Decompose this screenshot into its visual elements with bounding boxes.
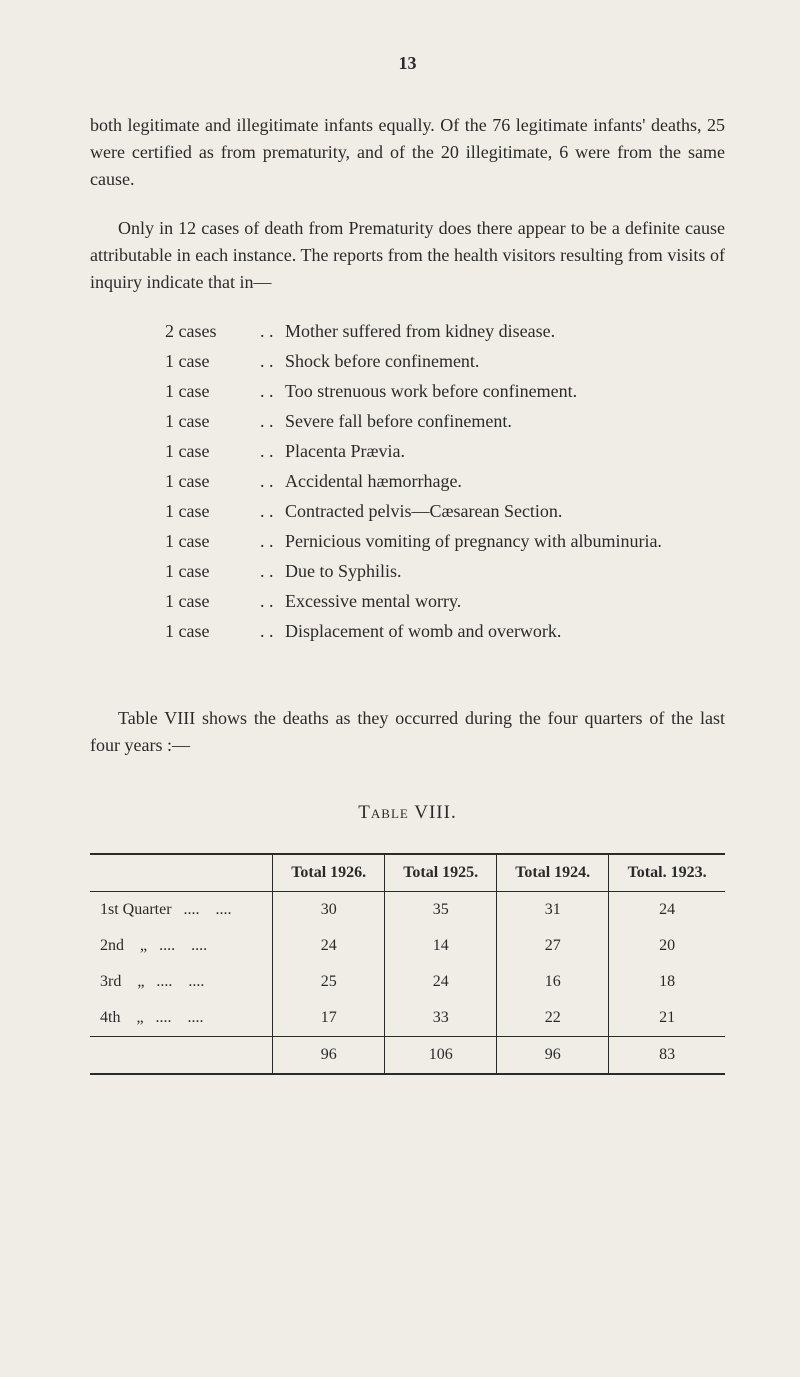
- paragraph-2: Only in 12 cases of death from Prematuri…: [90, 215, 725, 296]
- case-count: 1 case: [165, 588, 260, 615]
- table-row: 3rd „ .... ....25241618: [90, 964, 725, 1000]
- table-header-1925: Total 1925.: [385, 854, 497, 892]
- table-cell: 14: [385, 928, 497, 964]
- table-cell: 24: [609, 891, 725, 928]
- case-dots: . .: [260, 318, 285, 345]
- table-total-1925: 106: [385, 1036, 497, 1074]
- table-cell: 18: [609, 964, 725, 1000]
- case-row: 2 cases. .Mother suffered from kidney di…: [165, 318, 725, 345]
- table-total-label: [90, 1036, 273, 1074]
- case-count: 1 case: [165, 498, 260, 525]
- table-header-blank: [90, 854, 273, 892]
- table-cell: 24: [273, 928, 385, 964]
- case-count: 1 case: [165, 348, 260, 375]
- case-dots: . .: [260, 588, 285, 615]
- case-row: 1 case. .Displacement of womb and overwo…: [165, 618, 725, 645]
- case-row: 1 case. .Placenta Prævia.: [165, 438, 725, 465]
- case-dots: . .: [260, 618, 285, 645]
- page-number: 13: [90, 50, 725, 77]
- case-description: Shock before confinement.: [285, 348, 725, 375]
- case-dots: . .: [260, 558, 285, 585]
- table-header-1924: Total 1924.: [497, 854, 609, 892]
- table-total-1926: 96: [273, 1036, 385, 1074]
- case-dots: . .: [260, 528, 285, 555]
- case-count: 1 case: [165, 618, 260, 645]
- case-row: 1 case. .Contracted pelvis—Cæsarean Sect…: [165, 498, 725, 525]
- table-cell: 27: [497, 928, 609, 964]
- case-row: 1 case. .Severe fall before confinement.: [165, 408, 725, 435]
- case-dots: . .: [260, 438, 285, 465]
- table-row-label: 2nd „ .... ....: [90, 928, 273, 964]
- table-row: 1st Quarter .... ....30353124: [90, 891, 725, 928]
- case-count: 1 case: [165, 468, 260, 495]
- case-dots: . .: [260, 348, 285, 375]
- case-count: 1 case: [165, 408, 260, 435]
- table-cell: 21: [609, 1000, 725, 1037]
- case-row: 1 case. .Excessive mental worry.: [165, 588, 725, 615]
- table-cell: 30: [273, 891, 385, 928]
- table-cell: 16: [497, 964, 609, 1000]
- case-description: Severe fall before confinement.: [285, 408, 725, 435]
- case-description: Displacement of womb and overwork.: [285, 618, 725, 645]
- case-dots: . .: [260, 468, 285, 495]
- table-total-1924: 96: [497, 1036, 609, 1074]
- case-count: 1 case: [165, 528, 260, 555]
- case-description: Too strenuous work before confinement.: [285, 378, 725, 405]
- table-row: 4th „ .... ....17332221: [90, 1000, 725, 1037]
- table-row-label: 1st Quarter .... ....: [90, 891, 273, 928]
- table-cell: 25: [273, 964, 385, 1000]
- case-count: 1 case: [165, 558, 260, 585]
- case-dots: . .: [260, 498, 285, 525]
- case-row: 1 case. .Due to Syphilis.: [165, 558, 725, 585]
- case-count: 2 cases: [165, 318, 260, 345]
- paragraph-1: both legitimate and illegitimate infants…: [90, 112, 725, 193]
- case-row: 1 case. .Shock before confinement.: [165, 348, 725, 375]
- case-list: 2 cases. .Mother suffered from kidney di…: [165, 318, 725, 645]
- case-count: 1 case: [165, 438, 260, 465]
- table-row-label: 4th „ .... ....: [90, 1000, 273, 1037]
- table-row-label: 3rd „ .... ....: [90, 964, 273, 1000]
- case-dots: . .: [260, 378, 285, 405]
- case-count: 1 case: [165, 378, 260, 405]
- case-dots: . .: [260, 408, 285, 435]
- case-description: Contracted pelvis—Cæsarean Section.: [285, 498, 725, 525]
- case-row: 1 case. .Too strenuous work before confi…: [165, 378, 725, 405]
- table-title: Table VIII.: [90, 799, 725, 828]
- table-total-1923: 83: [609, 1036, 725, 1074]
- case-description: Due to Syphilis.: [285, 558, 725, 585]
- table-cell: 31: [497, 891, 609, 928]
- deaths-table: Total 1926. Total 1925. Total 1924. Tota…: [90, 853, 725, 1075]
- case-row: 1 case. .Pernicious vomiting of pregnanc…: [165, 528, 725, 555]
- table-cell: 33: [385, 1000, 497, 1037]
- table-cell: 17: [273, 1000, 385, 1037]
- case-description: Pernicious vomiting of pregnancy with al…: [285, 528, 725, 555]
- table-header-1926: Total 1926.: [273, 854, 385, 892]
- table-intro-paragraph: Table VIII shows the deaths as they occu…: [90, 705, 725, 759]
- table-cell: 24: [385, 964, 497, 1000]
- table-cell: 35: [385, 891, 497, 928]
- case-description: Excessive mental worry.: [285, 588, 725, 615]
- table-cell: 20: [609, 928, 725, 964]
- case-description: Accidental hæmorrhage.: [285, 468, 725, 495]
- table-cell: 22: [497, 1000, 609, 1037]
- table-row: 2nd „ .... ....24142720: [90, 928, 725, 964]
- case-description: Placenta Prævia.: [285, 438, 725, 465]
- case-description: Mother suffered from kidney disease.: [285, 318, 725, 345]
- table-header-1923: Total. 1923.: [609, 854, 725, 892]
- case-row: 1 case. .Accidental hæmorrhage.: [165, 468, 725, 495]
